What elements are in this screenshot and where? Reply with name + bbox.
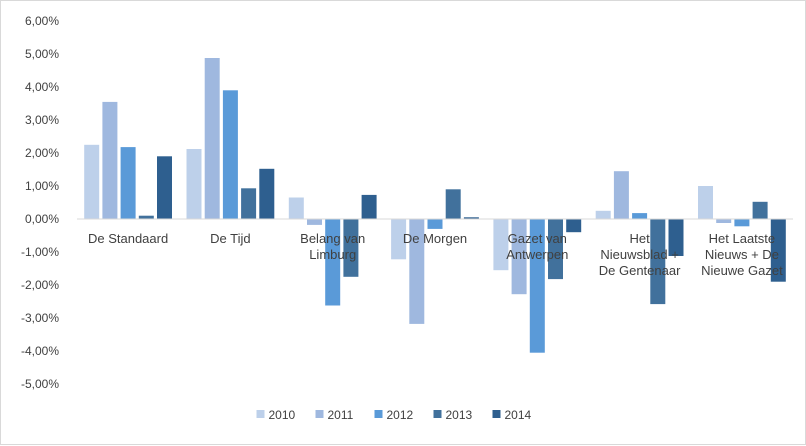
category-label: Antwerpen xyxy=(506,247,568,262)
category-label: De Standaard xyxy=(88,231,168,246)
category-label: Belang van xyxy=(300,231,365,246)
category-label: Gazet van xyxy=(508,231,567,246)
legend: 2010 2011 2012 2013 2014 xyxy=(256,408,532,422)
y-tick-label: -1,00% xyxy=(21,245,59,259)
category-label: Nieuwe Gazet xyxy=(701,263,783,278)
category-label: Het Laatste xyxy=(709,231,776,246)
bar-2014-0 xyxy=(157,156,172,219)
bar-2013-4 xyxy=(548,219,563,280)
y-tick-label: 3,00% xyxy=(25,113,59,127)
bar-2011-4 xyxy=(511,219,527,295)
legend-swatch-2010 xyxy=(256,410,265,418)
y-tick-label: 6,00% xyxy=(25,14,59,28)
bar-2014-2 xyxy=(361,194,377,219)
y-tick-label: -5,00% xyxy=(21,377,59,391)
bar-2011-1 xyxy=(204,58,220,219)
bar-2011-2 xyxy=(307,219,322,225)
legend-label-2011: 2011 xyxy=(328,408,354,422)
category-label: Nieuwsblad + xyxy=(600,247,678,262)
y-tick-label: 1,00% xyxy=(25,179,59,193)
legend-label-2012: 2012 xyxy=(387,408,414,422)
bar-2014-3 xyxy=(463,217,479,219)
bar-2010-0 xyxy=(84,144,100,219)
y-tick-label: 5,00% xyxy=(25,47,59,61)
bar-2013-5 xyxy=(650,219,666,305)
bar-2012-5 xyxy=(632,213,648,219)
y-tick-label: -4,00% xyxy=(21,344,59,358)
bar-2012-6 xyxy=(734,219,750,227)
bars-group xyxy=(84,58,786,353)
bar-2012-2 xyxy=(325,219,341,306)
bar-2012-3 xyxy=(427,219,443,229)
y-tick-label: -3,00% xyxy=(21,311,59,325)
y-tick-label: 2,00% xyxy=(25,146,59,160)
bar-2011-3 xyxy=(409,219,425,324)
legend-label-2014: 2014 xyxy=(505,408,532,422)
bar-2013-3 xyxy=(445,189,461,219)
y-axis: 6,00% 5,00% 4,00% 3,00% 2,00% 1,00% 0,00% -1,00… xyxy=(21,14,59,391)
bar-2010-2 xyxy=(288,197,304,219)
category-label: De Morgen xyxy=(403,231,467,246)
legend-swatch-2014 xyxy=(492,410,501,418)
legend-label-2010: 2010 xyxy=(269,408,296,422)
legend-swatch-2013 xyxy=(433,410,442,418)
bar-2011-6 xyxy=(716,219,732,223)
bar-2012-4 xyxy=(529,219,545,353)
bar-2010-3 xyxy=(391,219,407,260)
y-tick-label: -2,00% xyxy=(21,278,59,292)
category-label: Nieuws + De xyxy=(705,247,779,262)
category-label: Limburg xyxy=(309,247,356,262)
bar-2011-5 xyxy=(613,171,629,219)
bar-2014-4 xyxy=(566,219,582,233)
bar-2014-6 xyxy=(770,219,786,282)
category-label: Het xyxy=(629,231,650,246)
bar-2013-1 xyxy=(241,188,257,219)
bar-2013-6 xyxy=(752,201,768,219)
bar-2010-5 xyxy=(595,210,611,219)
bar-2010-6 xyxy=(698,186,713,219)
bar-2014-1 xyxy=(259,168,275,219)
bar-2010-4 xyxy=(493,219,509,271)
bar-2012-0 xyxy=(120,147,136,219)
bar-2014-5 xyxy=(668,219,684,256)
bar-2013-2 xyxy=(343,219,359,277)
legend-label-2013: 2013 xyxy=(446,408,473,422)
bar-2011-0 xyxy=(102,101,118,219)
y-tick-label: 4,00% xyxy=(25,80,59,94)
legend-swatch-2012 xyxy=(374,410,383,418)
bar-2013-0 xyxy=(138,215,154,219)
legend-swatch-2011 xyxy=(315,410,324,418)
category-label: De Tijd xyxy=(210,231,250,246)
category-label: De Gentenaar xyxy=(599,263,681,278)
bar-2010-1 xyxy=(186,149,202,219)
y-tick-label: 0,00% xyxy=(25,212,59,226)
bar-2012-1 xyxy=(222,90,238,219)
